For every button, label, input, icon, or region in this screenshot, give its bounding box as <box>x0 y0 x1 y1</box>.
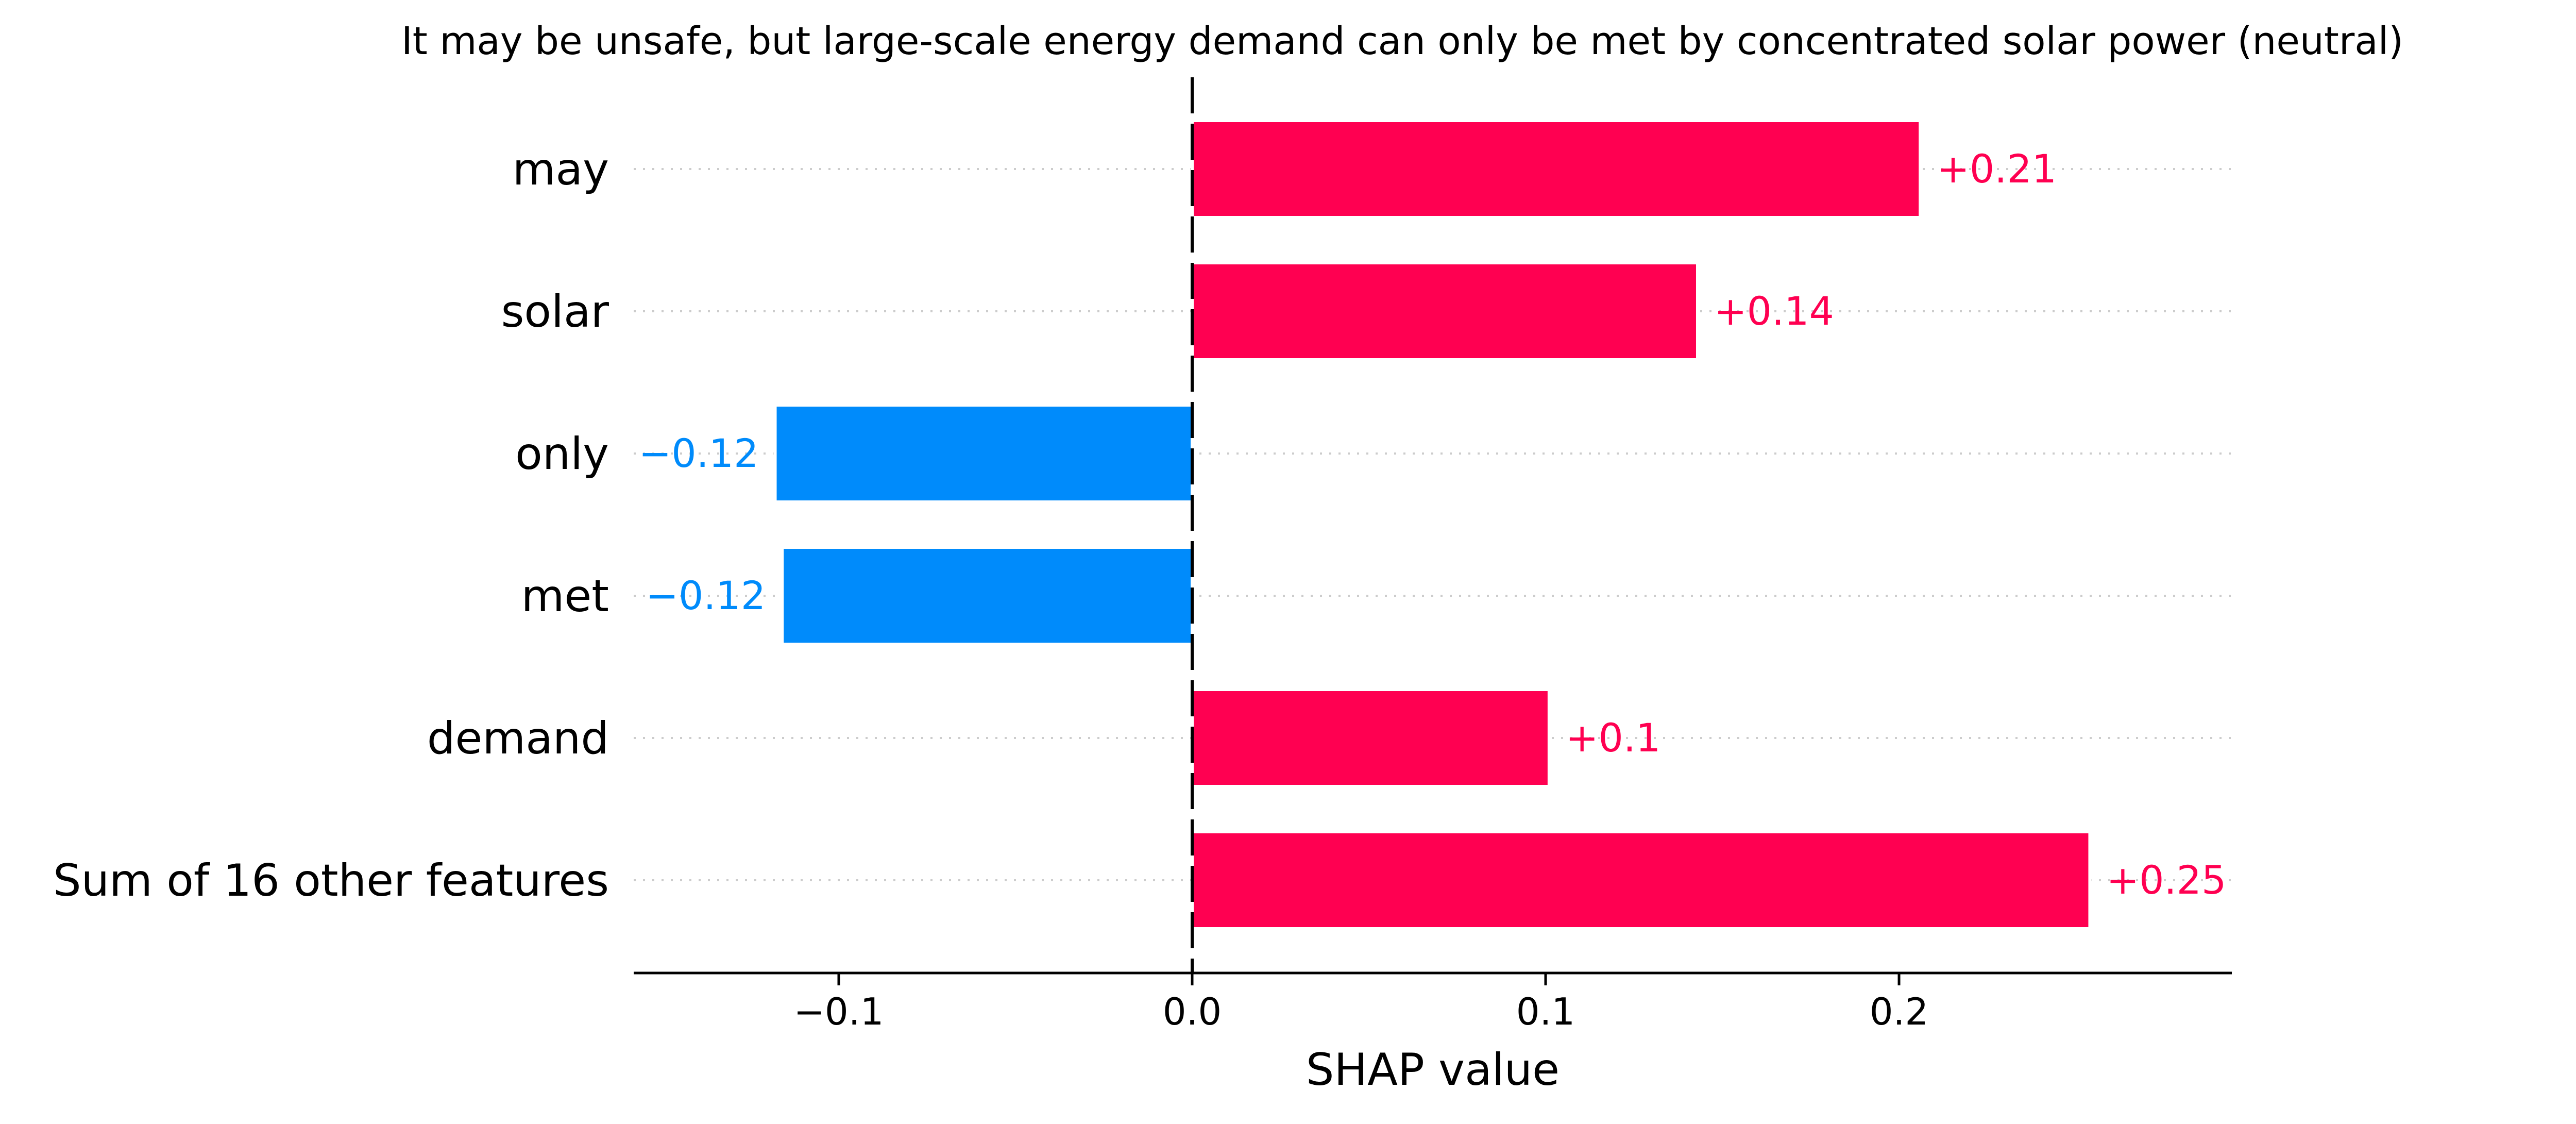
bar-only <box>773 404 1194 504</box>
category-label: Sum of 16 other features <box>53 855 609 907</box>
x-tick-label: −0.1 <box>794 990 884 1033</box>
value-label: −0.12 <box>646 573 766 618</box>
x-axis-label: SHAP value <box>1306 1044 1560 1096</box>
x-tick-label: 0.1 <box>1516 990 1575 1033</box>
category-label: demand <box>427 713 609 764</box>
bar-sum-of-16-other-features <box>1191 830 2092 930</box>
bar-met <box>781 546 1194 646</box>
category-label: solar <box>501 286 609 338</box>
value-label: +0.1 <box>1566 715 1661 761</box>
category-label: met <box>521 571 609 622</box>
bar-may <box>1191 119 1922 219</box>
value-label: +0.14 <box>1714 288 1834 334</box>
category-label: only <box>515 428 609 480</box>
x-tick-label: 0.2 <box>1870 990 1929 1033</box>
value-label: +0.21 <box>1937 146 2057 192</box>
x-axis: −0.1 0.0 0.1 0.2 <box>634 971 2232 1033</box>
bar-demand <box>1191 688 1551 788</box>
value-label: −0.12 <box>639 430 759 476</box>
chart-title: It may be unsafe, but large-scale energy… <box>401 19 2403 63</box>
category-label: may <box>513 144 609 195</box>
bars <box>773 119 2092 930</box>
value-labels: +0.21 +0.14 −0.12 −0.12 +0.1 +0.25 <box>639 146 2227 903</box>
bar-solar <box>1191 261 1699 361</box>
category-labels: may solar only met demand Sum of 16 other fea… <box>53 144 609 907</box>
value-label: +0.25 <box>2106 857 2226 903</box>
x-tick-label: 0.0 <box>1163 990 1222 1033</box>
